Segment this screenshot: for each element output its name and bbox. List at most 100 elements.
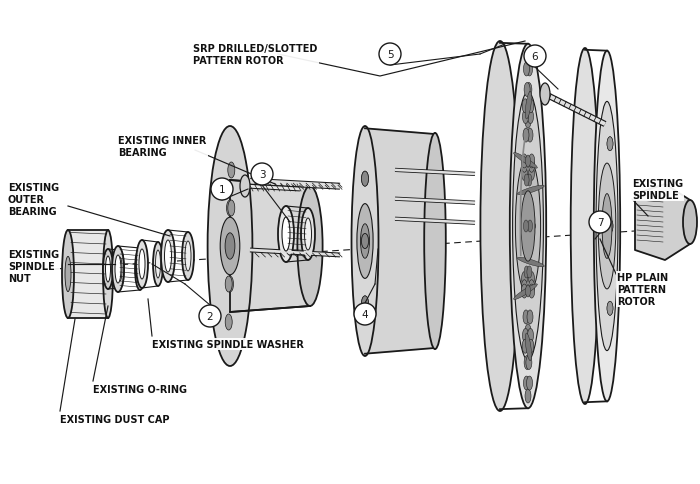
Ellipse shape [522, 285, 527, 299]
Ellipse shape [598, 164, 616, 289]
Ellipse shape [182, 232, 194, 280]
Ellipse shape [522, 280, 527, 294]
Ellipse shape [526, 63, 533, 77]
Ellipse shape [525, 324, 531, 338]
Ellipse shape [528, 285, 535, 299]
Ellipse shape [529, 220, 535, 233]
Ellipse shape [136, 241, 148, 288]
Ellipse shape [524, 266, 529, 278]
Circle shape [589, 212, 611, 233]
Ellipse shape [526, 376, 533, 390]
Ellipse shape [351, 127, 379, 356]
Ellipse shape [298, 187, 323, 306]
Circle shape [524, 46, 546, 68]
Text: 4: 4 [362, 309, 368, 319]
Ellipse shape [301, 209, 315, 260]
Ellipse shape [510, 45, 546, 408]
Ellipse shape [512, 92, 543, 361]
Ellipse shape [514, 284, 538, 300]
Ellipse shape [522, 159, 527, 173]
Ellipse shape [227, 276, 234, 292]
Ellipse shape [522, 167, 528, 181]
Ellipse shape [103, 230, 113, 318]
Ellipse shape [526, 356, 532, 370]
Circle shape [211, 179, 233, 200]
Ellipse shape [526, 156, 531, 167]
Ellipse shape [424, 134, 446, 349]
Ellipse shape [282, 217, 290, 252]
Ellipse shape [607, 220, 613, 233]
Ellipse shape [524, 376, 529, 390]
Ellipse shape [106, 257, 111, 283]
Ellipse shape [540, 84, 550, 106]
Text: 1: 1 [218, 184, 225, 195]
Text: 5: 5 [386, 50, 393, 60]
Ellipse shape [521, 220, 527, 233]
Ellipse shape [185, 242, 191, 272]
Ellipse shape [596, 102, 618, 351]
Text: EXISTING INNER
BEARING: EXISTING INNER BEARING [118, 136, 206, 157]
Ellipse shape [135, 248, 145, 290]
Ellipse shape [528, 221, 533, 232]
Ellipse shape [607, 302, 613, 316]
Text: EXISTING SPINDLE WASHER: EXISTING SPINDLE WASHER [152, 339, 304, 349]
Ellipse shape [361, 172, 368, 187]
Ellipse shape [570, 49, 599, 404]
Ellipse shape [62, 230, 74, 318]
Ellipse shape [527, 129, 533, 143]
Ellipse shape [524, 83, 530, 97]
Ellipse shape [525, 50, 531, 64]
Ellipse shape [525, 389, 531, 403]
Ellipse shape [139, 249, 145, 279]
Ellipse shape [528, 100, 534, 114]
Ellipse shape [529, 220, 535, 233]
Ellipse shape [227, 200, 234, 216]
Ellipse shape [522, 110, 528, 124]
Ellipse shape [161, 230, 175, 283]
Ellipse shape [240, 176, 250, 197]
Ellipse shape [521, 220, 527, 233]
Ellipse shape [529, 220, 535, 233]
Ellipse shape [112, 246, 124, 292]
Ellipse shape [225, 314, 232, 330]
Ellipse shape [527, 310, 533, 324]
Ellipse shape [523, 310, 529, 324]
Ellipse shape [517, 258, 545, 267]
Ellipse shape [526, 286, 531, 297]
Ellipse shape [528, 110, 533, 124]
Ellipse shape [526, 83, 532, 97]
Text: EXISTING O-RING: EXISTING O-RING [93, 384, 187, 394]
Ellipse shape [525, 92, 531, 120]
Ellipse shape [522, 154, 527, 168]
Polygon shape [365, 129, 435, 354]
Ellipse shape [164, 241, 172, 272]
Text: HP PLAIN
PATTERN
ROTOR: HP PLAIN PATTERN ROTOR [617, 273, 668, 306]
Ellipse shape [225, 233, 235, 259]
Ellipse shape [304, 219, 312, 251]
Circle shape [251, 164, 273, 186]
Ellipse shape [528, 329, 533, 343]
Text: 3: 3 [259, 170, 265, 180]
Ellipse shape [153, 242, 163, 287]
Ellipse shape [514, 153, 538, 169]
Ellipse shape [522, 272, 528, 286]
Ellipse shape [228, 163, 234, 179]
Ellipse shape [278, 207, 294, 262]
Ellipse shape [517, 186, 545, 196]
Ellipse shape [524, 63, 529, 77]
Text: EXISTING
OUTER
BEARING: EXISTING OUTER BEARING [8, 183, 59, 216]
Ellipse shape [602, 194, 612, 259]
Ellipse shape [65, 257, 71, 292]
Ellipse shape [118, 257, 122, 281]
Text: EXISTING
SPINDLE: EXISTING SPINDLE [632, 179, 683, 200]
Ellipse shape [524, 356, 530, 370]
Ellipse shape [524, 175, 529, 187]
Ellipse shape [525, 333, 531, 361]
Ellipse shape [522, 329, 528, 343]
Text: 7: 7 [596, 217, 603, 227]
Ellipse shape [607, 137, 613, 151]
Ellipse shape [225, 276, 232, 292]
Text: EXISTING
SPINDLE
NUT: EXISTING SPINDLE NUT [8, 250, 59, 283]
Ellipse shape [361, 172, 368, 187]
Ellipse shape [360, 224, 370, 259]
